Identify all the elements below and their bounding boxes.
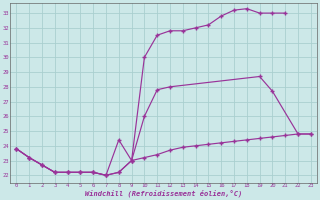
X-axis label: Windchill (Refroidissement éolien,°C): Windchill (Refroidissement éolien,°C) [85,190,242,197]
